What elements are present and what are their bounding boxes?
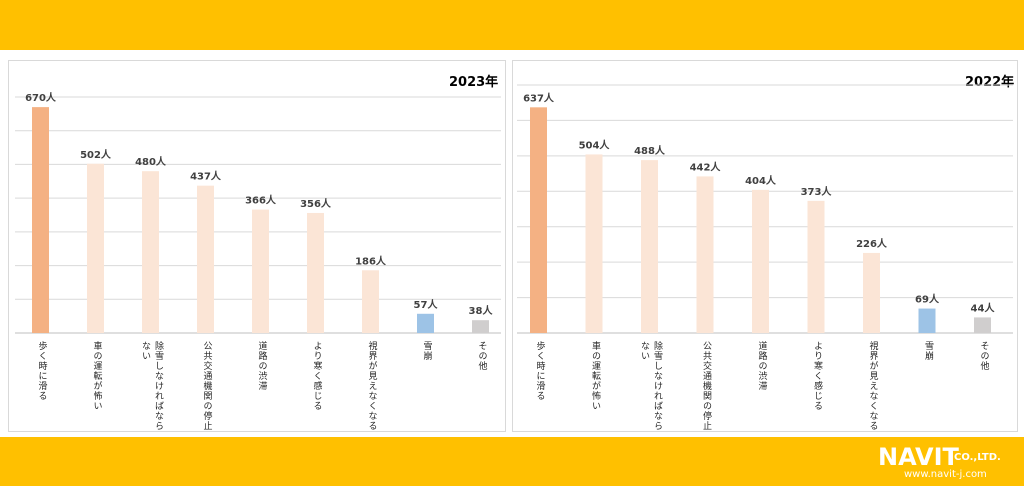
data-label: 69人: [915, 293, 940, 306]
category-label: より寒く感じる: [312, 341, 323, 411]
bar: [197, 185, 214, 333]
data-label: 502人: [80, 148, 112, 161]
category-label: 公共交通機関の停止: [202, 341, 213, 431]
bar: [32, 107, 49, 333]
category-label: ない: [140, 341, 151, 361]
category-label: 道路の渋滞: [757, 340, 768, 391]
category-label: 車の運転が怖い: [590, 340, 601, 411]
category-label: 除雪しなければなら: [652, 340, 663, 431]
bar: [974, 317, 991, 333]
category-label: より寒く感じる: [812, 341, 823, 411]
category-label: 除雪しなければなら: [153, 340, 164, 431]
category-label: 歩く時に滑る: [535, 340, 546, 401]
data-label: 44人: [971, 301, 996, 314]
bar: [87, 163, 104, 333]
category-label: 道路の渋滞: [257, 340, 268, 391]
chart-title-2022: 2022年: [965, 75, 1015, 90]
bar: [307, 212, 324, 333]
chart-2023-panel: 2023年 670人歩く時に滑る 502人車の運転が怖い 480人除雪しなければなら…: [8, 60, 506, 432]
data-label: 57人: [414, 298, 439, 311]
bar: [863, 252, 880, 333]
chart-2022-panel: 2022年 637人歩く時に滑る 504人車の運転が怖い 488人除雪しなければなら…: [512, 60, 1018, 432]
bar: [585, 154, 603, 333]
bar: [142, 171, 159, 333]
chart-title-2023: 2023年: [449, 75, 499, 90]
bar: [696, 176, 714, 333]
category-label: その他: [477, 341, 488, 371]
data-label: 637人: [523, 91, 555, 104]
logo-wordmark: NAVIT: [878, 443, 959, 471]
category-label: 歩く時に滑る: [37, 340, 48, 401]
logo-suffix: CO.,LTD.: [954, 452, 1001, 463]
data-label: 356人: [300, 197, 332, 210]
category-label: 車の運転が怖い: [92, 340, 103, 411]
data-label: 186人: [355, 254, 387, 267]
bar: [417, 313, 434, 333]
data-label: 226人: [856, 237, 888, 250]
bar: [472, 320, 489, 333]
data-label: 670人: [25, 91, 57, 104]
bar: [752, 189, 769, 333]
bar: [918, 308, 936, 333]
category-label: 雪崩: [923, 341, 934, 361]
data-label: 442人: [690, 160, 722, 173]
logo-url: www.navit-j.com: [904, 469, 987, 480]
bar: [252, 209, 269, 333]
navit-logo: NAVIT CO.,LTD. www.navit-j.com: [876, 444, 1016, 482]
category-label: その他: [979, 341, 990, 371]
category-label: ない: [639, 341, 650, 361]
bar: [362, 270, 379, 333]
bar: [641, 160, 658, 333]
category-label: 雪崩: [422, 341, 433, 361]
bottom-banner: [0, 437, 1024, 486]
bar: [807, 200, 825, 333]
data-label: 404人: [745, 174, 777, 187]
data-label: 504人: [579, 138, 611, 151]
data-label: 480人: [135, 155, 167, 168]
category-label: 公共交通機関の停止: [701, 341, 712, 431]
bar: [530, 107, 547, 333]
data-label: 437人: [190, 170, 222, 183]
data-label: 373人: [801, 185, 833, 198]
data-label: 488人: [634, 144, 666, 157]
data-label: 38人: [469, 304, 494, 317]
category-label: 視界が見えなくなる: [367, 340, 378, 431]
top-banner: [0, 0, 1024, 50]
data-label: 366人: [245, 194, 277, 207]
category-label: 視界が見えなくなる: [868, 340, 879, 431]
